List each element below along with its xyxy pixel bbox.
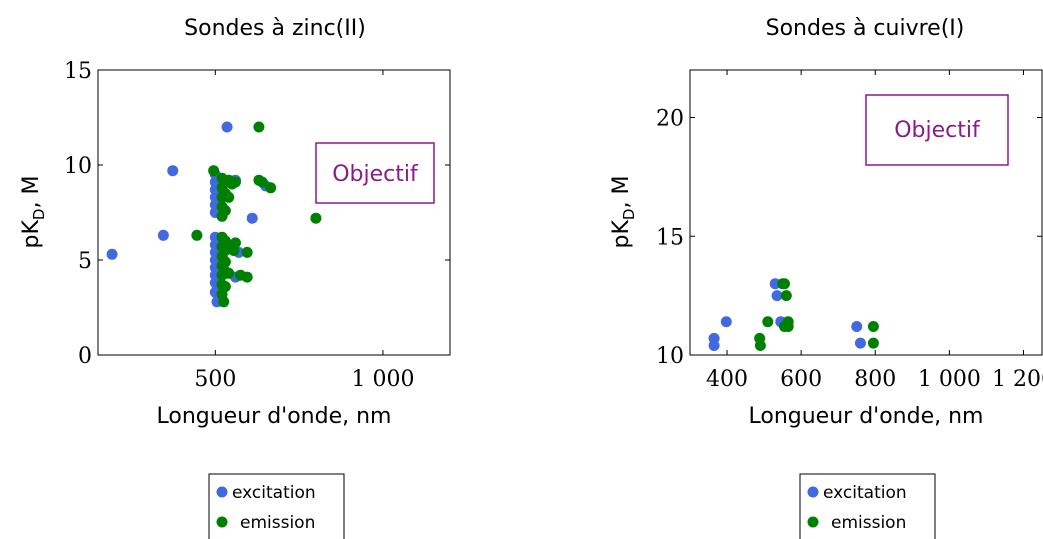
legend: excitation emission: [799, 473, 936, 539]
data-point-emission: [253, 121, 265, 133]
objectif-label: Objectif: [894, 118, 981, 143]
data-point-excitation: [167, 165, 179, 177]
x-tick-label: 600: [780, 367, 822, 392]
data-point-emission: [780, 290, 792, 302]
legend-box: [208, 473, 345, 539]
data-point-emission: [241, 271, 253, 283]
data-points: [708, 278, 879, 351]
data-point-excitation: [246, 212, 258, 224]
legend-label-emission: emission: [831, 513, 906, 533]
y-tick-label: 10: [656, 344, 684, 369]
data-point-emission: [229, 237, 241, 249]
data-point-excitation: [854, 337, 866, 349]
x-axis-label: Longueur d'onde, nm: [749, 404, 984, 429]
objectif-box: [315, 142, 435, 204]
data-point-emission: [754, 340, 766, 351]
x-tick-label: 500: [194, 367, 236, 392]
objectif-label: Objectif: [332, 162, 419, 187]
legend: excitation emission: [208, 473, 345, 539]
chart-title: Sondes à zinc(II): [184, 16, 366, 41]
y-tick-label: 5: [78, 249, 92, 274]
data-point-excitation: [720, 316, 732, 328]
data-point-excitation: [771, 290, 783, 302]
data-point-excitation: [708, 340, 720, 351]
data-point-excitation: [157, 229, 169, 241]
data-point-emission: [219, 256, 231, 268]
data-point-emission: [219, 205, 231, 217]
x-tick-label: 1 000: [351, 367, 414, 392]
objectif-box: [865, 94, 1009, 166]
data-point-emission: [778, 278, 790, 290]
x-tick-label: 400: [706, 367, 748, 392]
legend-marker-excitation: [216, 486, 228, 498]
y-axis-label: pKD, M: [19, 176, 48, 249]
x-tick-label: 1 000: [918, 367, 981, 392]
plot-frame: [97, 69, 451, 356]
x-axis-label: Longueur d'onde, nm: [157, 404, 392, 429]
chart-title: Sondes à cuivre(I): [766, 16, 965, 41]
data-point-emission: [256, 176, 268, 188]
y-tick-label: 15: [64, 59, 92, 84]
data-point-excitation: [221, 121, 233, 133]
data-point-emission: [762, 316, 774, 328]
data-point-emission: [867, 337, 879, 349]
data-point-emission: [208, 165, 220, 177]
axis-ticks: 400 600 800 1 000 1 200 10 15 20: [656, 70, 1043, 392]
data-point-emission: [191, 229, 203, 241]
objectif-annotation: Objectif: [315, 142, 435, 204]
legend-marker-emission: [216, 516, 228, 528]
x-tick-label: 1 200: [992, 367, 1043, 392]
y-tick-label: 0: [78, 344, 92, 369]
axis-ticks: 500 1 000 0 5 10 15: [64, 59, 450, 392]
data-points: [106, 121, 322, 308]
data-point-excitation: [106, 248, 118, 260]
data-point-emission: [782, 316, 794, 328]
legend-label-emission: emission: [240, 513, 315, 533]
data-point-emission: [219, 281, 231, 293]
data-point-excitation: [851, 321, 863, 332]
y-tick-label: 20: [656, 107, 684, 132]
y-tick-label: 10: [64, 154, 92, 179]
legend-marker-excitation: [807, 486, 819, 498]
data-point-emission: [229, 176, 241, 188]
y-axis-label: pKD, M: [609, 176, 638, 249]
data-point-emission: [265, 182, 277, 194]
x-tick-label: 800: [854, 367, 896, 392]
plot-frame: [689, 69, 1043, 356]
legend-marker-emission: [807, 516, 819, 528]
chart-zinc: Sondes à zinc(II) 500 1 000 0 5 10 15 Objecti…: [19, 16, 451, 539]
data-point-emission: [241, 246, 253, 258]
objectif-annotation: Objectif: [865, 94, 1009, 166]
chart-copper: Sondes à cuivre(I) 400 600 800 1 000 1 200 10…: [609, 16, 1043, 539]
data-point-emission: [218, 296, 230, 308]
y-tick-label: 15: [656, 225, 684, 250]
data-point-emission: [867, 321, 879, 332]
legend-box: [799, 473, 936, 539]
legend-label-excitation: excitation: [823, 483, 907, 503]
data-point-emission: [223, 191, 235, 203]
data-point-emission: [310, 212, 322, 224]
data-point-emission: [223, 267, 235, 279]
legend-label-excitation: excitation: [232, 483, 316, 503]
